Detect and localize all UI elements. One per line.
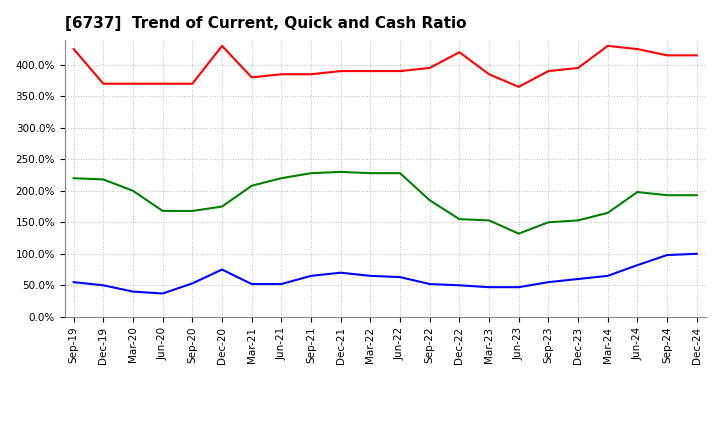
Quick Ratio [277,176,286,181]
Cash Ratio [662,253,671,258]
Quick Ratio [603,210,612,216]
Quick Ratio [455,216,464,222]
Current Ratio [544,69,553,74]
Cash Ratio [603,273,612,279]
Quick Ratio [574,218,582,223]
Current Ratio [514,84,523,89]
Current Ratio [426,65,434,70]
Current Ratio [693,53,701,58]
Current Ratio [158,81,167,86]
Current Ratio [277,72,286,77]
Quick Ratio [544,220,553,225]
Quick Ratio [217,204,226,209]
Current Ratio [217,43,226,48]
Cash Ratio [544,279,553,285]
Quick Ratio [99,177,108,182]
Cash Ratio [99,282,108,288]
Current Ratio [188,81,197,86]
Cash Ratio [485,285,493,290]
Cash Ratio [693,251,701,257]
Current Ratio [366,69,374,74]
Current Ratio [485,72,493,77]
Line: Quick Ratio: Quick Ratio [73,172,697,234]
Cash Ratio [574,276,582,282]
Quick Ratio [426,198,434,203]
Quick Ratio [366,171,374,176]
Cash Ratio [307,273,315,279]
Current Ratio [603,43,612,48]
Quick Ratio [307,171,315,176]
Current Ratio [574,65,582,70]
Line: Cash Ratio: Cash Ratio [73,254,697,293]
Quick Ratio [633,189,642,194]
Current Ratio [396,69,405,74]
Cash Ratio [217,267,226,272]
Cash Ratio [188,281,197,286]
Cash Ratio [69,279,78,285]
Cash Ratio [248,282,256,287]
Current Ratio [99,81,108,86]
Quick Ratio [693,193,701,198]
Cash Ratio [277,282,286,287]
Cash Ratio [633,263,642,268]
Quick Ratio [662,193,671,198]
Text: [6737]  Trend of Current, Quick and Cash Ratio: [6737] Trend of Current, Quick and Cash … [65,16,467,32]
Cash Ratio [455,282,464,288]
Current Ratio [336,69,345,74]
Quick Ratio [188,208,197,213]
Current Ratio [69,46,78,51]
Current Ratio [455,50,464,55]
Quick Ratio [129,188,138,194]
Cash Ratio [336,270,345,275]
Quick Ratio [485,218,493,223]
Cash Ratio [158,291,167,296]
Quick Ratio [336,169,345,175]
Quick Ratio [396,171,405,176]
Current Ratio [662,53,671,58]
Quick Ratio [514,231,523,236]
Cash Ratio [426,282,434,287]
Current Ratio [633,46,642,51]
Cash Ratio [129,289,138,294]
Current Ratio [248,75,256,80]
Cash Ratio [396,275,405,280]
Quick Ratio [69,176,78,181]
Line: Current Ratio: Current Ratio [73,46,697,87]
Quick Ratio [248,183,256,188]
Cash Ratio [366,273,374,279]
Quick Ratio [158,208,167,213]
Current Ratio [129,81,138,86]
Current Ratio [307,72,315,77]
Cash Ratio [514,285,523,290]
